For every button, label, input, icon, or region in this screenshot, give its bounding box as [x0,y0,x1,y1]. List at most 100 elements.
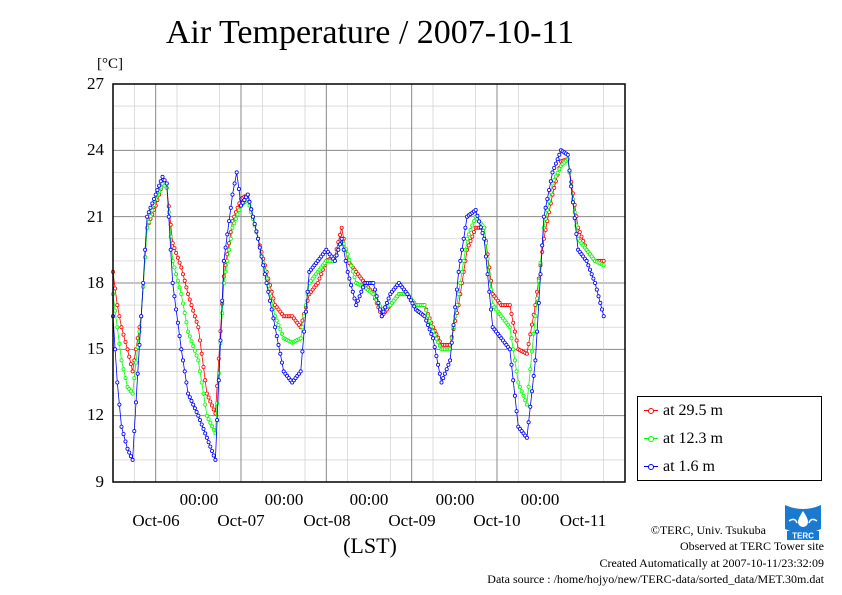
data-point [334,253,339,258]
data-point [234,170,239,175]
data-point [175,278,180,283]
data-point [189,339,194,344]
data-point [141,280,146,285]
data-point [123,339,128,344]
data-point [117,341,122,346]
data-point [127,354,132,359]
data-point [434,336,439,341]
data-point [244,195,249,200]
data-point [187,297,192,302]
data-point [130,391,135,396]
data-point [209,448,214,453]
data-point [119,358,124,363]
data-point [133,360,138,365]
x-axis-label: (LST) [343,533,397,558]
data-point [279,331,284,336]
data-point [533,314,538,319]
data-point [514,409,519,414]
data-point [192,406,197,411]
data-point [512,329,517,334]
data-point [233,216,238,221]
data-point [184,380,189,385]
data-point [574,231,579,236]
data-point [113,286,118,291]
data-point [117,402,122,407]
data-point [336,247,341,252]
data-point [453,305,458,310]
data-point [203,378,208,383]
data-point [213,457,218,462]
data-point [524,351,529,356]
data-point [449,340,454,345]
data-point [119,325,124,330]
x-date-label: Oct-10 [473,511,521,530]
data-point [166,214,171,219]
data-point [201,391,206,396]
data-point [132,429,137,434]
data-point [276,342,281,347]
data-point [528,404,533,409]
data-point [526,384,531,389]
data-point [536,300,541,305]
legend-item: at 12.3 m [644,429,723,449]
data-point [552,165,557,170]
x-time-label: 00:00 [520,490,560,509]
credit-source: Data source : /home/hojyo/new/TERC-data/… [487,572,824,586]
data-point [211,427,216,432]
data-point [543,205,548,210]
x-date-label: Oct-11 [559,511,607,530]
data-point [121,332,126,337]
data-point [192,314,197,319]
data-point [148,205,153,210]
data-point [434,353,439,358]
data-point [180,358,185,363]
data-point [528,332,533,337]
data-point [557,152,562,157]
data-point [274,318,279,323]
data-point [298,336,303,341]
data-point [589,272,594,277]
data-point [150,201,155,206]
y-tick-label: 9 [95,472,105,491]
data-point [199,351,204,356]
legend-label: at 29.5 m [663,402,723,419]
data-point [349,283,354,288]
y-tick-label: 27 [87,74,104,93]
data-point [175,255,180,260]
data-point [424,318,429,323]
data-point [175,320,180,325]
data-point [203,431,208,436]
data-point [483,254,488,259]
data-point [196,413,201,418]
data-point [194,319,199,324]
data-point [242,198,247,203]
data-point [482,236,487,241]
data-point [514,338,519,343]
data-point [374,294,379,299]
data-point [526,420,531,425]
data-point [216,378,221,383]
series-2 [111,157,606,436]
data-point [448,358,453,363]
data-point [191,343,196,348]
x-time-label: 00:00 [435,490,475,509]
data-point [339,236,344,241]
data-point [121,432,126,437]
data-point [119,424,124,429]
data-point [133,400,138,405]
data-point [478,225,483,230]
data-point [466,243,471,248]
data-point [150,208,155,213]
data-point [230,225,235,230]
data-point [427,318,432,323]
data-point [186,292,191,297]
data-point [228,205,233,210]
data-point [468,227,473,232]
data-point [596,294,601,299]
data-point [429,331,434,336]
data-point [442,371,447,376]
data-point [507,325,512,330]
data-point [177,260,182,265]
data-point [199,422,204,427]
